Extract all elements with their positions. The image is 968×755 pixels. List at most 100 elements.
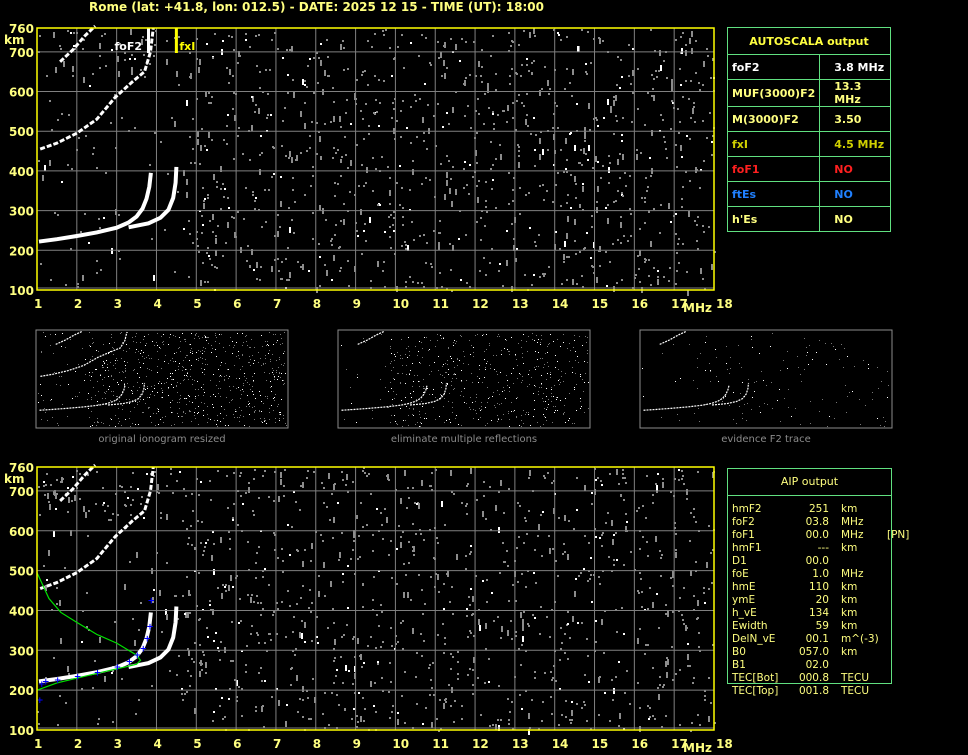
x-tick-label: 9: [353, 737, 361, 751]
aip-point: +: [147, 596, 155, 606]
aip-cell: TEC[Top]: [732, 685, 779, 697]
mini-trace: [341, 384, 428, 411]
aip-cell: 057.0: [798, 646, 829, 658]
x-tick-label: 15: [592, 737, 609, 751]
x-tick-label: 7: [273, 297, 281, 311]
aip-cell: [PN]: [887, 529, 910, 541]
y-tick-label: 600: [9, 525, 34, 539]
aip-cell: 000.8: [798, 672, 829, 684]
aip-point: +: [94, 669, 102, 679]
x-tick-label: 5: [193, 737, 201, 751]
aip-cell: ---: [817, 542, 829, 554]
aip-row: B1 02.0: [732, 659, 909, 672]
aip-row: D1 00.0: [732, 555, 909, 568]
aip-cell: km: [841, 607, 858, 619]
aip-point: +: [126, 657, 134, 667]
aip-row: h_vE 134 km: [732, 607, 909, 620]
autoscala-title: AUTOSCALA output: [727, 27, 891, 55]
x-tick-label: 10: [392, 297, 409, 311]
autoscala-row-fof2: foF2 3.8 MHz: [726, 54, 891, 80]
aip-point: +: [42, 677, 50, 687]
aip-cell: h_vE: [732, 607, 757, 619]
aip-point: +: [134, 651, 142, 661]
autoscala-value: 3.8 MHz: [819, 54, 891, 80]
echo-trace-2: [39, 466, 155, 590]
y-tick-label: 300: [9, 644, 34, 658]
x-tick-label: 17: [671, 297, 688, 311]
autoscala-row-hes: h'Es NO: [726, 206, 891, 232]
aip-cell: 00.0: [805, 555, 829, 567]
autoscala-label: fxI: [726, 131, 821, 157]
aip-cell: TECU: [841, 672, 870, 684]
autoscala-label: ftEs: [726, 181, 821, 207]
aip-row: TEC[Top] 001.8 TECU: [732, 685, 909, 698]
autoscala-row-ftes: ftEs NO: [726, 181, 891, 207]
aip-point: +: [54, 676, 62, 686]
mini-trace: [409, 382, 448, 406]
aip-row: hmE 110 km: [732, 581, 909, 594]
autoscala-row-fof1: foF1 NO: [726, 156, 891, 182]
aip-point: +: [36, 696, 44, 706]
aip-cell: Ewidth: [732, 620, 768, 632]
autoscala-row-m3000f2: M(3000)F2 3.50: [726, 106, 891, 132]
aip-cell: km: [841, 594, 858, 606]
y-unit-label: km: [4, 33, 24, 47]
x-tick-label: 6: [233, 297, 241, 311]
mini-trace: [357, 330, 385, 345]
aip-cell: hmF1: [732, 542, 762, 554]
y-tick-label: 700: [9, 485, 34, 499]
aip-cell: 1.0: [812, 568, 829, 580]
autoscala-label: foF1: [726, 156, 821, 182]
x-tick-label: 18: [716, 297, 733, 311]
mini-trace: [55, 330, 83, 345]
aip-cell: km: [841, 646, 858, 658]
autoscala-label: MUF(3000)F2: [726, 79, 821, 107]
x-unit-label: MHz: [683, 301, 712, 315]
aip-cell: foE: [732, 568, 749, 580]
x-tick-label: 14: [552, 737, 569, 751]
x-tick-label: 18: [716, 737, 733, 751]
echo-trace-0: [38, 172, 153, 244]
marker-label: foF2: [115, 40, 143, 53]
x-tick-label: 14: [552, 297, 569, 311]
y-tick-label: 500: [9, 125, 34, 139]
plot-border: [36, 466, 715, 731]
x-tick-label: 9: [353, 297, 361, 311]
aip-cell: D1: [732, 555, 747, 567]
mini-panel-border: [639, 329, 893, 429]
autoscala-row-muf3000f2: MUF(3000)F2 13.3 MHz: [726, 79, 891, 107]
aip-point: +: [114, 663, 122, 673]
aip-cell: 03.8: [805, 516, 829, 528]
x-tick-label: 1: [34, 297, 42, 311]
aip-output-panel: AIP output: [727, 468, 892, 684]
x-tick-label: 4: [153, 737, 161, 751]
aip-cell: [841, 555, 887, 568]
aip-cell: foF1: [732, 529, 755, 541]
aip-cell: hmF2: [732, 503, 762, 515]
mini-trace: [40, 331, 128, 377]
mini-panel-0: [35, 329, 289, 429]
aip-cell: km: [841, 503, 858, 515]
mini-panel-border: [337, 329, 591, 429]
y-tick-label: 100: [9, 284, 34, 298]
aip-cell: 00.0: [805, 529, 829, 541]
marker-label: fxI: [179, 40, 195, 53]
aip-point: +: [140, 644, 148, 654]
y-tick-label: 760: [9, 461, 34, 475]
aip-cell: 110: [808, 581, 829, 593]
x-tick-label: 3: [114, 737, 122, 751]
noise-dots: [38, 28, 716, 296]
echo-trace-1: [128, 606, 179, 670]
y-tick-label: 200: [9, 244, 34, 258]
mini-trace: [659, 330, 687, 345]
aip-row: DelN_vE 00.1 m^(-3): [732, 633, 909, 646]
aip-cell: DelN_vE: [732, 633, 776, 645]
aip-row: hmF2 251 km: [732, 503, 909, 516]
x-tick-label: 17: [671, 737, 688, 751]
aip-cell: 251: [808, 503, 829, 515]
aip-row: foF2 03.8 MHz: [732, 516, 909, 529]
autoscala-value: NO: [819, 181, 891, 207]
x-tick-label: 5: [193, 297, 201, 311]
